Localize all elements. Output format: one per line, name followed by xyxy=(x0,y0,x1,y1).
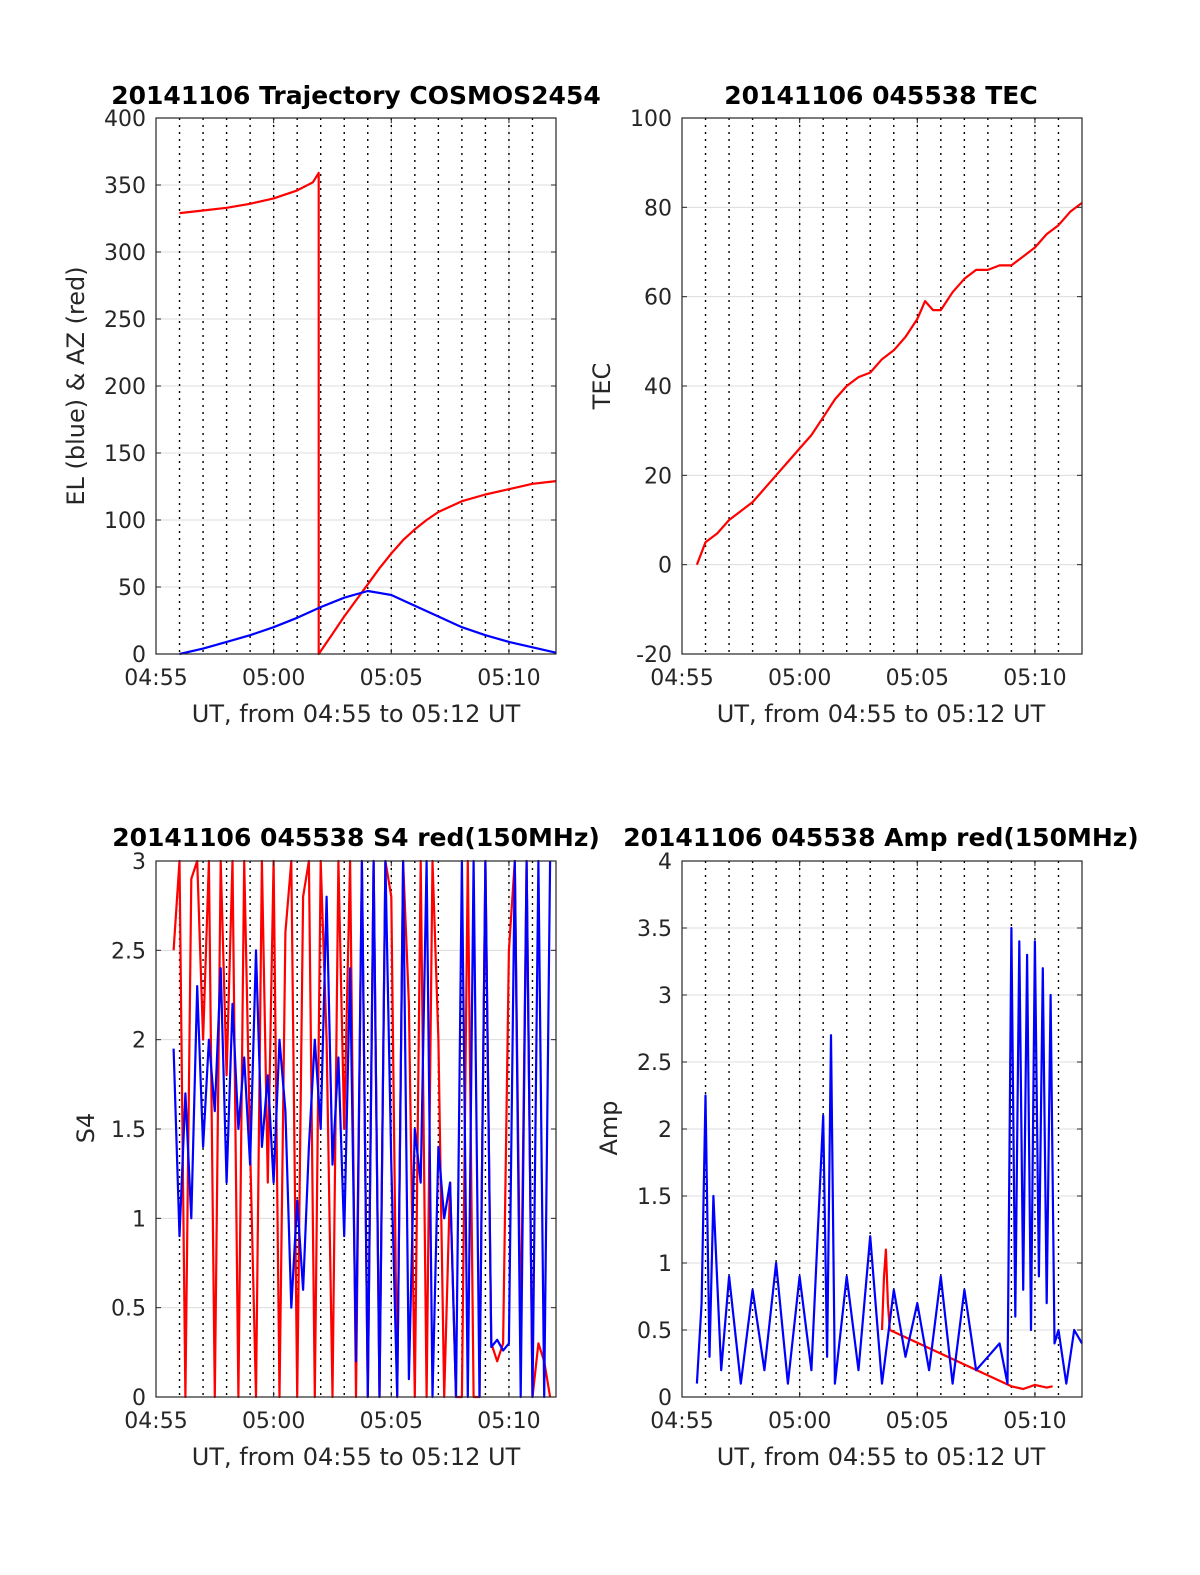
series-line-1 xyxy=(695,926,1083,1385)
y-tick-label: 1 xyxy=(658,1252,672,1277)
y-tick-label: 2 xyxy=(132,1029,146,1054)
y-tick-label: -20 xyxy=(636,643,672,668)
x-tick-label: 05:10 xyxy=(1003,1409,1066,1434)
y-tick-label: 1 xyxy=(132,1207,146,1232)
x-tick-label: 04:55 xyxy=(124,1409,187,1434)
y-tick-label: 400 xyxy=(104,107,146,132)
x-tick-label: 05:00 xyxy=(768,1409,831,1434)
y-tick-label: 60 xyxy=(644,286,672,311)
x-tick-label: 05:00 xyxy=(768,666,831,691)
tec-plot: 04:55 05:00 05:05 05:10 -20 0 20 40 60 80 100 xyxy=(630,107,1083,691)
y-tick-label: 0.5 xyxy=(637,1319,672,1344)
tec-panel: 20141106 045538 TEC 04:55 05:00 05:05 05:10… xyxy=(588,81,1083,728)
y-tick-label: 200 xyxy=(104,375,146,400)
y-tick-label: 20 xyxy=(644,464,672,489)
x-tick-label: 05:00 xyxy=(242,1409,305,1434)
y-tick-label: 250 xyxy=(104,308,146,333)
y-tick-label: 300 xyxy=(104,241,146,266)
x-tick-label: 05:10 xyxy=(477,1409,540,1434)
y-tick-label: 0 xyxy=(132,643,146,668)
s4-ylabel: S4 xyxy=(72,1113,100,1144)
tec-ylabel: TEC xyxy=(588,363,616,411)
trajectory-ylabel: EL (blue) & AZ (red) xyxy=(62,266,90,505)
amp-ylabel: Amp xyxy=(595,1100,623,1155)
trajectory-panel: 20141106 Trajectory COSMOS2454 04:55 05:0… xyxy=(62,81,601,728)
y-tick-label: 350 xyxy=(104,174,146,199)
x-tick-label: 05:05 xyxy=(886,666,949,691)
s4-title: 20141106 045538 S4 red(150MHz) xyxy=(112,823,600,852)
trajectory-plot: 04:55 05:00 05:05 05:10 0 50 100 150 200 250 300 35… xyxy=(104,107,557,691)
y-tick-label: 0.5 xyxy=(111,1297,146,1322)
s4-panel: 20141106 045538 S4 red(150MHz) 04:55 05:0… xyxy=(72,823,600,1471)
trajectory-title: 20141106 Trajectory COSMOS2454 xyxy=(111,81,601,110)
y-tick-label: 100 xyxy=(104,509,146,534)
s4-xlabel: UT, from 04:55 to 05:12 UT xyxy=(192,1443,521,1471)
x-tick-label: 05:05 xyxy=(886,1409,949,1434)
y-tick-label: 3 xyxy=(658,984,672,1009)
trajectory-xlabel: UT, from 04:55 to 05:12 UT xyxy=(192,700,521,728)
amp-panel: 20141106 045538 Amp red(150MHz) 04:55 05:… xyxy=(595,823,1139,1471)
amp-xlabel: UT, from 04:55 to 05:12 UT xyxy=(717,1443,1046,1471)
y-tick-label: 0 xyxy=(658,1386,672,1411)
amp-plot: 04:55 05:00 05:05 05:10 0 0.5 1 1.5 2 2.5 3 3.5 4 xyxy=(637,850,1083,1434)
x-tick-label: 05:05 xyxy=(360,666,423,691)
y-tick-label: 2.5 xyxy=(637,1051,672,1076)
tec-title: 20141106 045538 TEC xyxy=(724,81,1037,110)
x-tick-label: 05:00 xyxy=(242,666,305,691)
y-tick-label: 1.5 xyxy=(111,1118,146,1143)
amp-title: 20141106 045538 Amp red(150MHz) xyxy=(623,823,1139,852)
y-tick-label: 80 xyxy=(644,196,672,221)
x-tick-label: 05:10 xyxy=(1003,666,1066,691)
series-line-1 xyxy=(179,589,557,656)
y-tick-label: 4 xyxy=(658,850,672,875)
y-tick-label: 50 xyxy=(118,576,146,601)
y-tick-label: 100 xyxy=(630,107,672,132)
x-tick-label: 05:05 xyxy=(360,1409,423,1434)
y-tick-label: 0 xyxy=(658,554,672,579)
y-tick-label: 1.5 xyxy=(637,1185,672,1210)
y-tick-label: 150 xyxy=(104,442,146,467)
x-tick-label: 05:10 xyxy=(477,666,540,691)
y-tick-label: 2.5 xyxy=(111,939,146,964)
y-tick-label: 3 xyxy=(132,850,146,875)
y-tick-label: 0 xyxy=(132,1386,146,1411)
x-tick-label: 04:55 xyxy=(650,666,713,691)
tec-xlabel: UT, from 04:55 to 05:12 UT xyxy=(717,700,1046,728)
y-tick-label: 3.5 xyxy=(637,917,672,942)
x-tick-label: 04:55 xyxy=(650,1409,713,1434)
y-tick-label: 2 xyxy=(658,1118,672,1143)
series-line-0 xyxy=(695,202,1083,566)
y-tick-label: 40 xyxy=(644,375,672,400)
s4-plot: 04:55 05:00 05:05 05:10 0 0.5 1 1.5 2 2.5 3 xyxy=(111,850,557,1434)
x-tick-label: 04:55 xyxy=(124,666,187,691)
